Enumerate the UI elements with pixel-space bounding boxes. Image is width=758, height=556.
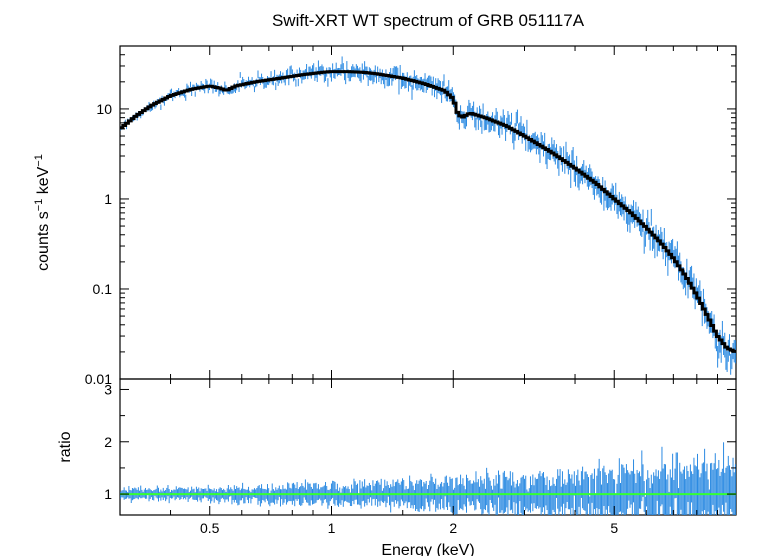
y-axis-label-top: counts s−1 keV−1 <box>33 154 52 271</box>
chart-title: Swift-XRT WT spectrum of GRB 051117A <box>272 11 585 30</box>
x-tick-label: 5 <box>610 520 618 536</box>
top-panel-frame <box>120 46 736 379</box>
y-tick-label-bottom: 1 <box>104 486 112 502</box>
y-tick-label-bottom: 2 <box>104 434 112 450</box>
spectrum-data <box>121 56 736 374</box>
x-tick-label: 1 <box>328 520 336 536</box>
chart-svg: Swift-XRT WT spectrum of GRB 051117A 0.5 1… <box>0 0 758 556</box>
model-curve <box>120 72 736 352</box>
y-tick-label-top: 0.1 <box>93 281 113 297</box>
spectrum-chart: Swift-XRT WT spectrum of GRB 051117A 0.5 1… <box>0 0 758 556</box>
x-tick-label: 2 <box>449 520 457 536</box>
y-axis-label-bottom: ratio <box>57 431 74 462</box>
x-axis-label: Energy (keV) <box>381 542 474 556</box>
y-tick-label-top: 1 <box>104 191 112 207</box>
y-tick-label-bottom: 3 <box>104 381 112 397</box>
ratio-data <box>121 442 736 515</box>
x-tick-label: 0.5 <box>200 520 220 536</box>
y-tick-label-top: 10 <box>96 101 112 117</box>
